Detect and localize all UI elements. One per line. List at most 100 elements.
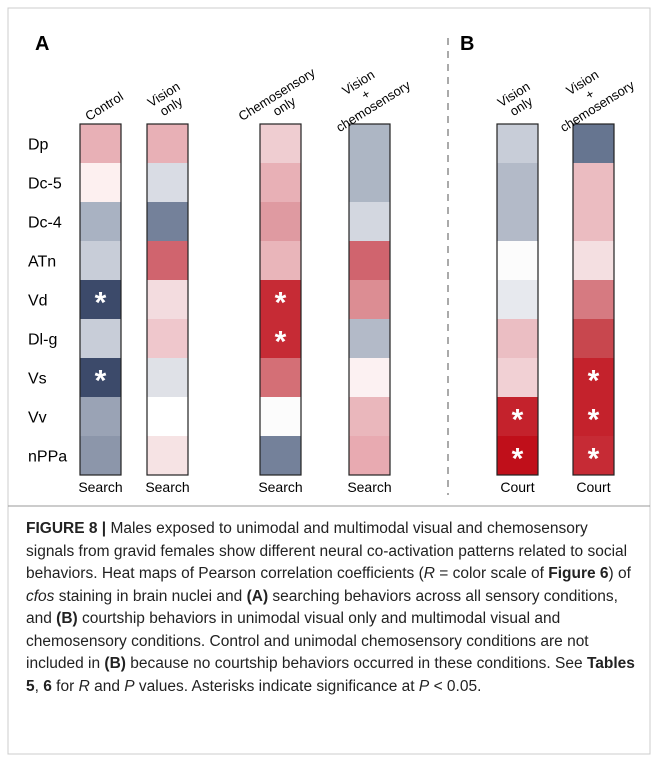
heat-cell	[573, 397, 614, 436]
column-footer: Search	[78, 479, 122, 495]
column-outline	[572, 123, 615, 476]
heat-cell	[80, 124, 121, 163]
heat-cell	[260, 436, 301, 475]
heat-cell	[573, 163, 614, 202]
caption-run: P	[418, 677, 430, 695]
heat-cell	[497, 241, 538, 280]
heat-cell	[497, 358, 538, 397]
heat-cell	[147, 124, 188, 163]
row-label: ATn	[28, 254, 56, 271]
caption-run: (B)	[104, 655, 126, 672]
heat-cell	[573, 241, 614, 280]
heat-cell	[147, 358, 188, 397]
caption-run: 6	[43, 677, 52, 695]
heat-cell	[349, 124, 390, 163]
panel-letter: A	[35, 33, 49, 55]
heat-cell	[260, 241, 301, 280]
heat-cell	[260, 163, 301, 202]
significance-mark: *	[588, 443, 600, 476]
caption-run: and	[89, 677, 125, 695]
caption-run: R	[423, 565, 435, 582]
caption-run: ) of	[608, 565, 631, 582]
heat-cell	[497, 436, 538, 475]
caption-run: P	[124, 677, 135, 695]
column-footer: Court	[576, 479, 610, 495]
heat-cell	[80, 397, 121, 436]
column-header: Vision+chemosensory	[333, 67, 413, 135]
heat-cell	[80, 280, 121, 319]
row-label: Dl-g	[28, 332, 57, 349]
heat-cell	[147, 436, 188, 475]
heat-cell	[80, 163, 121, 202]
significance-mark: *	[588, 365, 600, 398]
heat-cell	[147, 202, 188, 241]
heat-cell	[147, 241, 188, 280]
heat-cell	[260, 202, 301, 241]
heat-cell	[147, 280, 188, 319]
column-outline	[496, 123, 539, 476]
significance-mark: *	[588, 404, 600, 437]
heat-cell	[80, 241, 121, 280]
heat-cell	[80, 202, 121, 241]
significance-mark: *	[512, 443, 524, 476]
caption-run: (B)	[56, 610, 78, 627]
heat-cell	[497, 202, 538, 241]
heat-cell	[147, 397, 188, 436]
caption-run: values. Asterisks indicate significance …	[134, 677, 419, 695]
caption-run: FIGURE 8 |	[26, 520, 111, 537]
heat-cell	[147, 319, 188, 358]
caption-run: < 0.05.	[429, 677, 482, 695]
heat-cell	[260, 280, 301, 319]
significance-mark: *	[95, 365, 107, 398]
heat-cell	[573, 202, 614, 241]
heat-cell	[80, 358, 121, 397]
heat-cell	[80, 436, 121, 475]
heat-cell	[260, 124, 301, 163]
heat-cell	[497, 319, 538, 358]
heat-cell	[497, 397, 538, 436]
caption-run: Males exposed to unimodal and multimodal…	[26, 520, 628, 582]
column-footer: Search	[145, 479, 189, 495]
row-label: nPPa	[28, 449, 67, 466]
column-header: Control	[82, 89, 126, 124]
column-footer: Search	[347, 479, 391, 495]
caption-run: staining in brain nuclei and	[54, 587, 247, 605]
column-header-line: Vision	[339, 67, 377, 98]
significance-mark: *	[275, 326, 287, 359]
row-label: Dc-4	[28, 215, 62, 232]
caption-run: cfos	[26, 587, 55, 605]
heat-cell	[573, 319, 614, 358]
heat-cell	[349, 319, 390, 358]
row-label: Vd	[28, 293, 48, 310]
caption-run: courtship behaviors in unimodal visual o…	[26, 610, 589, 672]
column-footer: Court	[500, 479, 534, 495]
row-label: Vs	[28, 371, 47, 388]
column-header-line: Control	[82, 89, 126, 124]
panel-letter: B	[460, 33, 474, 55]
heat-cell	[147, 163, 188, 202]
heat-cell	[497, 280, 538, 319]
heat-cell	[349, 436, 390, 475]
heat-cell	[260, 319, 301, 358]
heat-cell	[349, 202, 390, 241]
row-label: Vv	[28, 410, 47, 427]
caption-run: Figure 6	[548, 565, 609, 582]
column-header-line: Vision	[563, 67, 601, 98]
caption-run: (A)	[246, 587, 269, 605]
heat-cell	[349, 163, 390, 202]
heat-cell	[573, 124, 614, 163]
heat-cell	[349, 358, 390, 397]
significance-mark: *	[512, 404, 524, 437]
heat-cell	[260, 358, 301, 397]
heat-cell	[80, 319, 121, 358]
heat-cell	[260, 397, 301, 436]
heat-cell	[573, 280, 614, 319]
frame	[7, 7, 651, 755]
column-outline	[146, 123, 189, 476]
heat-cell	[497, 163, 538, 202]
significance-mark: *	[95, 287, 107, 320]
